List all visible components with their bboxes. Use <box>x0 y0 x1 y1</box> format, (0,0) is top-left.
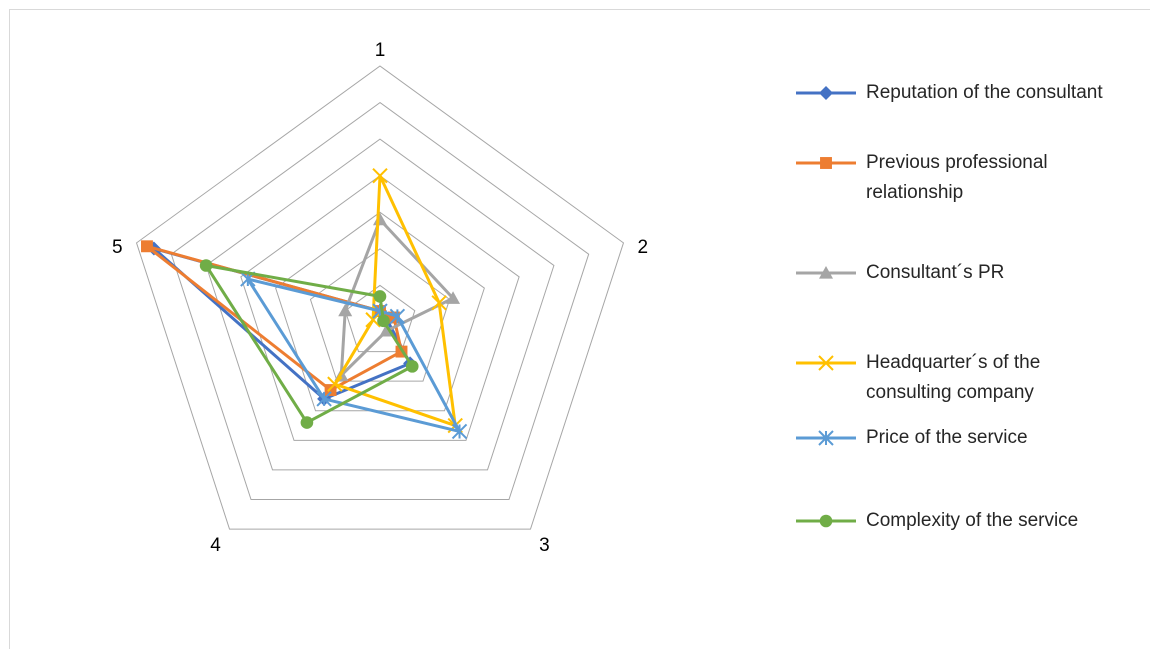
legend-label-2: Previous professional relationship <box>866 152 1048 203</box>
axis-label-5: 5 <box>112 237 123 258</box>
data-point-6-4 <box>300 416 314 429</box>
legend-label-4: Headquarter´s of the consulting company <box>866 352 1041 403</box>
legend-label-6: Complexity of the service <box>866 510 1079 531</box>
data-point-2-5 <box>141 240 153 253</box>
chart-area <box>9 9 1150 649</box>
data-point-3-5 <box>338 303 353 317</box>
grid-ring-5 <box>205 138 555 471</box>
data-point-6-1 <box>373 290 387 303</box>
series-layer <box>141 168 468 440</box>
data-point-6-2 <box>377 314 390 328</box>
grid-ring-3 <box>275 211 485 412</box>
data-point-4-1 <box>372 168 388 184</box>
legend-item-5: Price of the service <box>790 423 1116 453</box>
legend-item-3: Consultant´s PR <box>790 258 1116 288</box>
data-point-2-2 <box>387 311 400 324</box>
radar-grid <box>135 65 625 530</box>
grid-ring-7 <box>135 65 625 530</box>
data-point-5-3 <box>451 423 468 440</box>
grid-ring-1 <box>344 284 416 353</box>
series-line-5 <box>246 277 462 433</box>
legend-swatch-5 <box>790 423 862 449</box>
legend-label-1: Reputation of the consultant <box>866 82 1103 103</box>
grid-ring-6 <box>170 101 590 501</box>
legend-swatch-6 <box>790 506 862 532</box>
legend-swatch-4 <box>790 348 862 374</box>
series-6 <box>199 259 419 429</box>
axis-label-1: 1 <box>375 40 386 61</box>
legend-item-6: Complexity of the service <box>790 506 1116 536</box>
data-point-3-1 <box>373 212 387 226</box>
legend-item-4: Headquarter´s of the consulting company <box>790 348 1116 408</box>
data-point-4-4 <box>327 376 343 392</box>
data-point-5-2 <box>389 308 406 325</box>
legend-swatch-3 <box>790 258 862 284</box>
axis-labels: 1 2 3 4 5 <box>112 40 648 556</box>
grid-ring-4 <box>240 175 520 441</box>
data-point-4-2 <box>431 295 447 311</box>
legend-swatch-1 <box>790 78 862 104</box>
legend-label-5: Price of the service <box>866 427 1028 448</box>
legend-label-3: Consultant´s PR <box>866 262 1005 283</box>
legend-item-2: Previous professional relationship <box>790 148 1116 208</box>
data-point-6-3 <box>405 360 419 373</box>
data-point-6-5 <box>199 259 213 272</box>
axis-label-4: 4 <box>210 535 221 556</box>
data-point-5-4 <box>316 391 332 407</box>
axis-label-2: 2 <box>637 237 648 258</box>
axis-label-3: 3 <box>539 535 550 556</box>
series-5 <box>240 271 468 440</box>
data-point-3-2 <box>446 291 461 304</box>
legend-item-1: Reputation of the consultant <box>790 78 1116 108</box>
data-point-2-4 <box>324 384 337 396</box>
legend-swatch-2 <box>790 148 862 174</box>
grid-ring-2 <box>309 248 451 382</box>
data-point-4-5 <box>365 312 381 328</box>
series-line-3 <box>339 218 455 377</box>
